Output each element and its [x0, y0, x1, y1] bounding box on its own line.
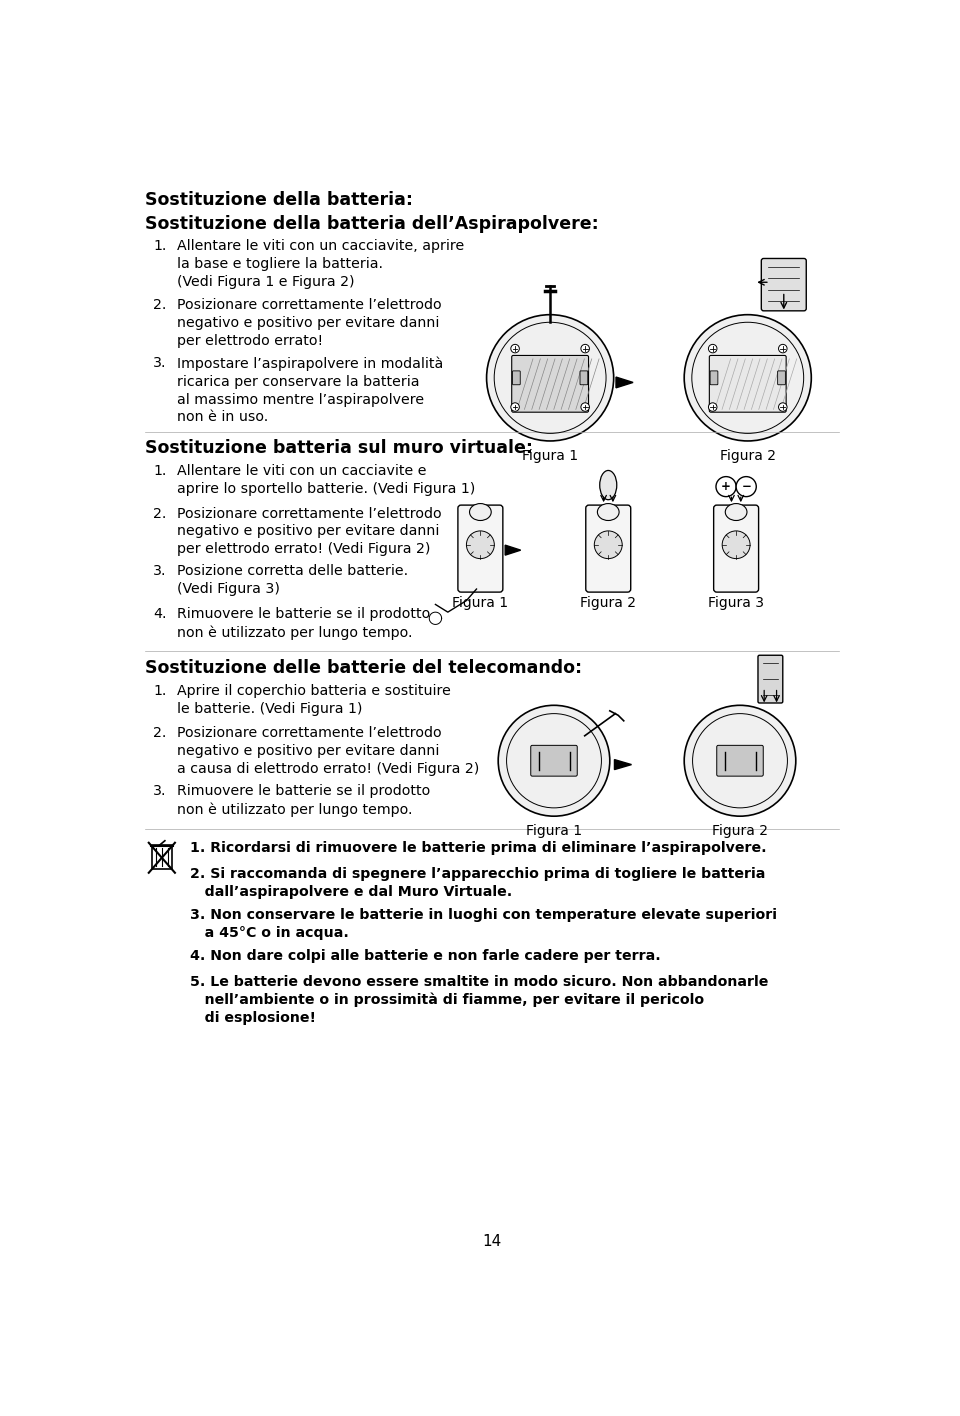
Polygon shape [505, 545, 520, 555]
Text: +: + [721, 480, 731, 493]
Text: 1. Ricordarsi di rimuovere le batterie prima di eliminare l’aspirapolvere.: 1. Ricordarsi di rimuovere le batterie p… [190, 841, 766, 855]
Circle shape [716, 477, 736, 497]
Text: 14: 14 [482, 1235, 502, 1249]
FancyBboxPatch shape [717, 745, 763, 776]
Text: 4.: 4. [153, 607, 166, 622]
Text: Impostare l’aspirapolvere in modalità
ricarica per conservare la batteria
al mas: Impostare l’aspirapolvere in modalità ri… [178, 357, 444, 425]
Text: 1.: 1. [154, 239, 166, 253]
Circle shape [708, 402, 717, 411]
Ellipse shape [725, 504, 747, 521]
Ellipse shape [469, 504, 492, 521]
FancyBboxPatch shape [580, 371, 588, 385]
Ellipse shape [600, 470, 616, 500]
Text: Figura 2: Figura 2 [580, 596, 636, 610]
Text: 3.: 3. [153, 565, 166, 578]
FancyBboxPatch shape [458, 506, 503, 592]
Ellipse shape [597, 504, 619, 521]
Text: Figura 2: Figura 2 [720, 449, 776, 463]
FancyBboxPatch shape [709, 355, 786, 412]
Polygon shape [616, 377, 633, 388]
Circle shape [498, 705, 610, 816]
Text: 1.: 1. [154, 464, 166, 479]
FancyBboxPatch shape [531, 745, 577, 776]
Text: Posizionare correttamente l’elettrodo
negativo e positivo per evitare danni
a ca: Posizionare correttamente l’elettrodo ne… [178, 726, 480, 776]
Text: Posizionare correttamente l’elettrodo
negativo e positivo per evitare danni
per : Posizionare correttamente l’elettrodo ne… [178, 297, 442, 347]
Text: Figura 1: Figura 1 [522, 449, 578, 463]
Text: 3. Non conservare le batterie in luoghi con temperature elevate superiori
   a 4: 3. Non conservare le batterie in luoghi … [190, 908, 777, 940]
FancyBboxPatch shape [513, 371, 520, 385]
Circle shape [467, 531, 494, 559]
Text: Figura 2: Figura 2 [712, 824, 768, 838]
Text: Sostituzione della batteria:: Sostituzione della batteria: [145, 191, 413, 210]
Text: 3.: 3. [153, 357, 166, 371]
Text: Figura 1: Figura 1 [526, 824, 582, 838]
FancyBboxPatch shape [778, 371, 785, 385]
Circle shape [736, 477, 756, 497]
Circle shape [684, 705, 796, 816]
Circle shape [594, 531, 622, 559]
Circle shape [581, 344, 589, 353]
Text: 2.: 2. [154, 726, 166, 741]
Circle shape [722, 531, 750, 559]
FancyBboxPatch shape [761, 259, 806, 312]
Text: Figura 1: Figura 1 [452, 596, 509, 610]
Circle shape [511, 344, 519, 353]
Circle shape [779, 402, 787, 411]
Circle shape [511, 402, 519, 411]
FancyBboxPatch shape [586, 506, 631, 592]
FancyBboxPatch shape [713, 506, 758, 592]
Text: 2.: 2. [154, 297, 166, 312]
FancyBboxPatch shape [710, 371, 718, 385]
FancyBboxPatch shape [512, 355, 588, 412]
Text: 2.: 2. [154, 507, 166, 521]
Circle shape [487, 314, 613, 440]
Circle shape [779, 344, 787, 353]
Circle shape [708, 344, 717, 353]
Polygon shape [614, 759, 632, 769]
Text: Sostituzione delle batterie del telecomando:: Sostituzione delle batterie del telecoma… [145, 658, 582, 677]
Text: Sostituzione batteria sul muro virtuale:: Sostituzione batteria sul muro virtuale: [145, 439, 533, 457]
Text: −: − [741, 480, 751, 493]
Text: 5. Le batterie devono essere smaltite in modo sicuro. Non abbandonarle
   nell’a: 5. Le batterie devono essere smaltite in… [190, 976, 768, 1025]
Text: 2. Si raccomanda di spegnere l’apparecchio prima di togliere le batteria
   dall: 2. Si raccomanda di spegnere l’apparecch… [190, 867, 765, 899]
Text: 3.: 3. [153, 784, 166, 799]
Text: Sostituzione della batteria dell’Aspirapolvere:: Sostituzione della batteria dell’Aspirap… [145, 215, 598, 232]
FancyBboxPatch shape [758, 656, 782, 702]
Text: Allentare le viti con un cacciavite, aprire
la base e togliere la batteria.
(Ved: Allentare le viti con un cacciavite, apr… [178, 239, 465, 289]
Circle shape [581, 402, 589, 411]
Text: Posizione corretta delle batterie.
(Vedi Figura 3): Posizione corretta delle batterie. (Vedi… [178, 565, 408, 596]
Text: Aprire il coperchio batteria e sostituire
le batterie. (Vedi Figura 1): Aprire il coperchio batteria e sostituir… [178, 684, 451, 715]
Circle shape [684, 314, 811, 440]
Text: 1.: 1. [154, 684, 166, 698]
Text: Figura 3: Figura 3 [708, 596, 764, 610]
Text: Posizionare correttamente l’elettrodo
negativo e positivo per evitare danni
per : Posizionare correttamente l’elettrodo ne… [178, 507, 442, 556]
Text: Rimuovere le batterie se il prodotto
non è utilizzato per lungo tempo.: Rimuovere le batterie se il prodotto non… [178, 784, 431, 817]
Text: Rimuovere le batterie se il prodotto
non è utilizzato per lungo tempo.: Rimuovere le batterie se il prodotto non… [178, 607, 431, 640]
Text: Allentare le viti con un cacciavite e
aprire lo sportello batterie. (Vedi Figura: Allentare le viti con un cacciavite e ap… [178, 464, 475, 496]
Text: 4. Non dare colpi alle batterie e non farle cadere per terra.: 4. Non dare colpi alle batterie e non fa… [190, 949, 660, 963]
